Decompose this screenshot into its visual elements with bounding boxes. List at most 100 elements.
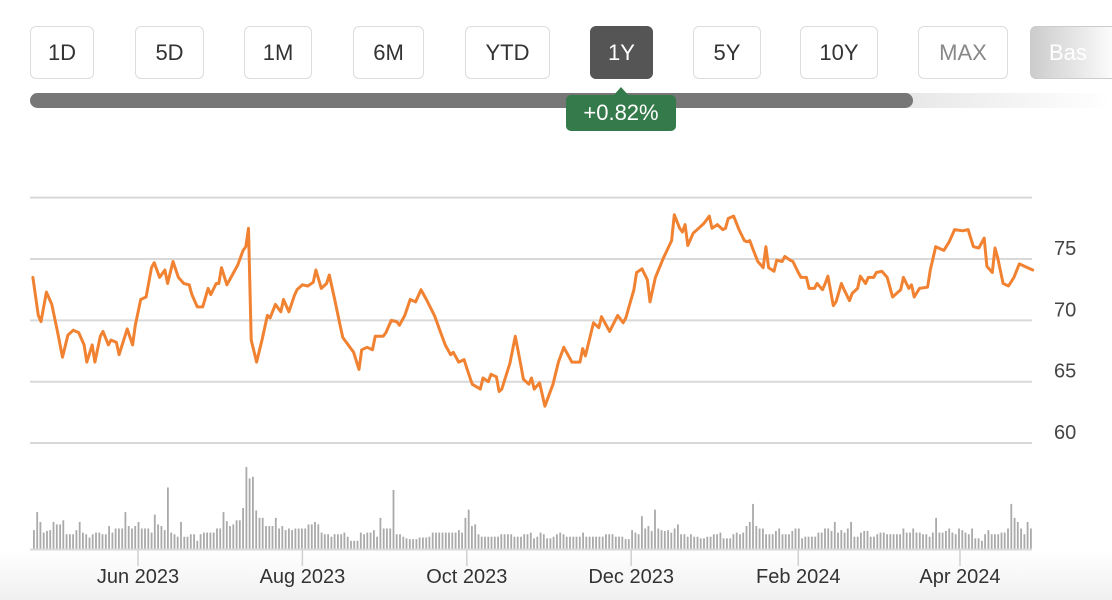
volume-bar [88,537,91,549]
volume-bar [395,534,398,549]
volume-bar [657,528,660,549]
range-button-1d[interactable]: 1D [30,26,94,79]
range-button-max[interactable]: MAX [918,26,1008,79]
volume-bar [477,534,480,549]
volume-bar [699,538,702,549]
x-tick-label: Aug 2023 [260,566,346,588]
volume-bar [726,538,728,549]
range-button-10y[interactable]: 10Y [800,26,878,79]
range-button-ytd[interactable]: YTD [465,26,550,79]
volume-bar [745,526,748,549]
volume-bar [238,520,241,549]
volume-bar [216,528,218,549]
volume-bar [837,532,839,549]
volume-bar [235,520,238,549]
volume-bar [167,487,169,549]
volume-bar [1026,521,1029,549]
volume-bar [696,536,699,549]
volume-bar [951,532,954,549]
volume-bar [150,532,153,549]
volume-bar [967,534,970,549]
volume-bar [137,521,140,549]
volume-bar [556,534,558,549]
volume-bar [1007,528,1009,549]
volume-bar [905,532,908,549]
volume-bar [572,536,575,549]
volume-bar [52,521,55,549]
volume-bar [65,534,68,549]
volume-bar [879,532,882,549]
volume-bar [441,532,444,549]
volume-bar [961,530,964,549]
volume-bar [663,530,666,549]
volume-bar [990,534,993,549]
volume-bar [860,532,862,549]
volume-bar [569,536,571,549]
volume-bar [474,524,477,549]
volume-bar [542,534,545,549]
volume-bar [425,537,428,549]
volume-bar [314,521,316,549]
volume-bar [765,534,767,549]
volume-bar [337,534,339,549]
volume-bar [706,536,709,549]
range-scrollbar-thumb[interactable] [30,93,913,108]
volume-bar [797,528,800,549]
volume-bar [938,532,941,549]
volume-bar [131,528,133,549]
range-button-6m[interactable]: 6M [353,26,424,79]
volume-bar [1003,532,1006,549]
volume-bar [193,534,195,549]
volume-bar [435,532,437,549]
volume-bar [284,530,287,549]
volume-bar [794,528,797,549]
volume-bar [346,536,349,549]
x-tick-label: Dec 2023 [588,566,674,588]
volume-bar [827,528,830,549]
y-tick-label: 75 [1054,238,1076,260]
range-button-1y[interactable]: 1Y [590,26,653,79]
volume-bar [729,538,732,549]
volume-bar [101,534,104,549]
volume-bar [248,478,251,549]
volume-bar [627,539,630,549]
volume-bar [755,526,758,549]
volume-bar [451,532,454,549]
volume-bar [503,534,506,549]
volume-bar [330,536,333,549]
volume-bar [758,528,761,549]
volume-bar [310,524,313,549]
range-button-1m[interactable]: 1M [244,26,312,79]
volume-bar [1000,532,1003,549]
volume-bar [118,528,120,549]
volume-bar [199,534,202,549]
volume-bar [219,528,222,549]
volume-bar [258,517,261,549]
volume-bar [977,538,980,549]
range-button-5y[interactable]: 5Y [693,26,761,79]
volume-bar [565,536,568,549]
volume-bar [791,530,794,549]
volume-bar [762,528,764,549]
volume-bar [958,528,960,549]
volume-bar [147,528,150,549]
volume-bar [124,512,127,549]
volume-bar [523,534,526,549]
volume-bar [206,532,208,549]
volume-bar [817,532,820,549]
volume-bar [274,517,277,549]
volume-bar [189,534,192,549]
range-button-bas[interactable]: Bas [1030,26,1112,79]
volume-bar [278,528,280,549]
volume-bar [536,536,539,549]
volume-bar [931,532,934,549]
volume-bar [196,540,199,549]
volume-bar [660,530,663,549]
range-button-5d[interactable]: 5D [135,26,204,79]
volume-bar [922,534,924,549]
volume-bar [520,536,522,549]
volume-bar [307,524,310,549]
volume-bar [186,536,189,549]
volume-bar [291,530,293,549]
